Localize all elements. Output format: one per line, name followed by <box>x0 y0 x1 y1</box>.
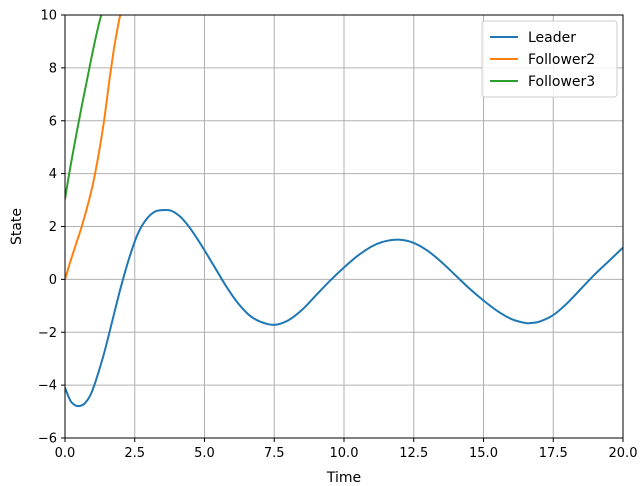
legend-label-leader: Leader <box>528 30 576 46</box>
x-tick-label: 15.0 <box>469 446 498 461</box>
y-tick-label: 6 <box>49 114 57 129</box>
legend: Leader Follower2 Follower3 <box>481 20 618 98</box>
series-line-follower3 <box>65 15 103 200</box>
x-tick-label: 12.5 <box>399 446 428 461</box>
series-line-leader <box>65 208 623 408</box>
y-tick-label: 2 <box>49 220 57 235</box>
x-axis: 0.0 2.5 5.0 7.5 10.0 12.5 15.0 17.5 20.0 <box>55 438 638 461</box>
y-tick-label: 8 <box>49 61 57 76</box>
x-tick-label: 2.5 <box>124 446 145 461</box>
y-tick-label: −4 <box>38 379 57 394</box>
series-line-follower2 <box>65 15 122 281</box>
y-tick-label: 10 <box>40 9 57 24</box>
x-tick-label: 10.0 <box>330 446 359 461</box>
legend-label-follower2: Follower2 <box>528 52 595 68</box>
x-tick-label: 17.5 <box>539 446 568 461</box>
x-tick-label: 5.0 <box>194 446 215 461</box>
y-tick-label: 0 <box>49 273 57 288</box>
y-axis-label: State <box>9 208 25 245</box>
series-lines <box>65 15 623 408</box>
x-tick-label: 0.0 <box>55 446 76 461</box>
x-axis-label: Time <box>326 470 361 486</box>
y-tick-label: −2 <box>38 326 57 341</box>
y-tick-label: −6 <box>38 432 57 447</box>
x-tick-label: 20.0 <box>609 446 638 461</box>
legend-label-follower3: Follower3 <box>528 74 595 90</box>
x-tick-label: 7.5 <box>264 446 285 461</box>
legend-box <box>481 20 618 98</box>
y-axis: −6 −4 −2 0 2 4 6 8 10 <box>38 9 65 447</box>
y-tick-label: 4 <box>49 167 57 182</box>
plot-area <box>65 15 623 408</box>
